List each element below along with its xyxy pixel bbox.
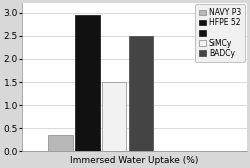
Bar — [48, 135, 72, 151]
X-axis label: Immersed Water Uptake (%): Immersed Water Uptake (%) — [70, 156, 198, 164]
Legend: NAVY P3, HFPE 52, , SiMCy, BADCy: NAVY P3, HFPE 52, , SiMCy, BADCy — [195, 4, 245, 61]
Bar — [128, 36, 154, 151]
Bar — [102, 82, 126, 151]
Bar — [75, 15, 100, 151]
